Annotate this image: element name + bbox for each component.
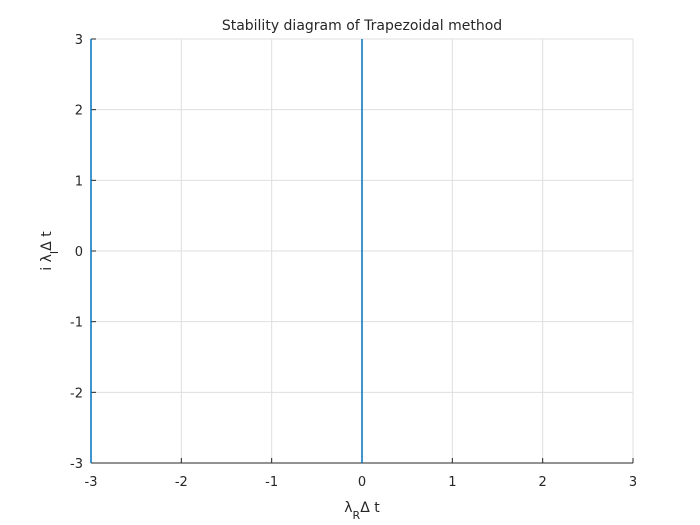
y-tick-label: 0 <box>75 245 83 260</box>
y-axis-label-part: Δ t <box>39 231 55 251</box>
y-tick-label: 1 <box>75 174 83 189</box>
y-tick-label: -2 <box>70 386 83 401</box>
x-axis-label-part: λ <box>344 500 352 516</box>
x-tick-label: -3 <box>85 475 98 490</box>
y-axis-label-part: i λ <box>39 254 55 271</box>
x-axis-label-part: R <box>353 509 361 522</box>
chart-title: Stability diagram of Trapezoidal method <box>222 18 502 34</box>
y-tick-label: 2 <box>75 104 83 119</box>
x-axis-label-part: Δ t <box>360 500 380 516</box>
x-tick-label: 3 <box>629 475 637 490</box>
y-tick-label: -3 <box>70 457 83 472</box>
y-tick-label: -1 <box>70 316 83 331</box>
x-tick-label: 0 <box>358 475 366 490</box>
x-tick-label: -2 <box>175 475 188 490</box>
x-axis-label: λRΔ t <box>344 500 380 522</box>
x-tick-label: 1 <box>448 475 456 490</box>
y-tick-label: 3 <box>75 33 83 48</box>
y-axis-label: i λIΔ t <box>39 231 61 271</box>
y-axis-label-part: I <box>48 251 61 254</box>
x-tick-label: -1 <box>265 475 278 490</box>
x-tick-label: 2 <box>539 475 547 490</box>
